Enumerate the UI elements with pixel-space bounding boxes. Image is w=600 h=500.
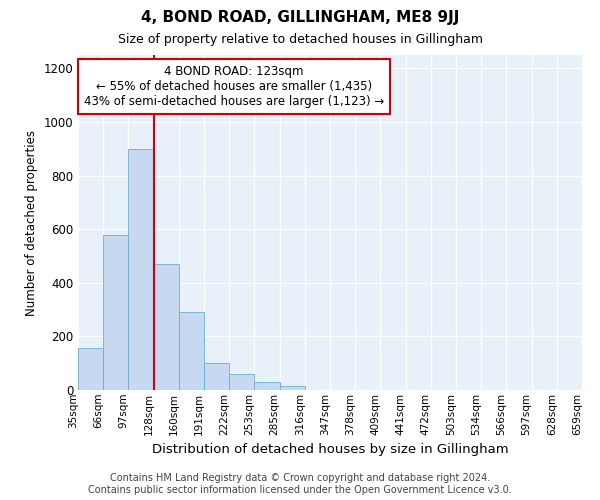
Bar	[154, 264, 179, 390]
Text: Size of property relative to detached houses in Gillingham: Size of property relative to detached ho…	[118, 32, 482, 46]
Text: Contains HM Land Registry data © Crown copyright and database right 2024.
Contai: Contains HM Land Registry data © Crown c…	[88, 474, 512, 495]
Text: 4 BOND ROAD: 123sqm
← 55% of detached houses are smaller (1,435)
43% of semi-det: 4 BOND ROAD: 123sqm ← 55% of detached ho…	[84, 65, 385, 108]
X-axis label: Distribution of detached houses by size in Gillingham: Distribution of detached houses by size …	[152, 443, 508, 456]
Bar	[78, 348, 103, 390]
Bar	[204, 363, 229, 390]
Y-axis label: Number of detached properties: Number of detached properties	[25, 130, 38, 316]
Bar	[179, 312, 204, 390]
Bar	[128, 149, 154, 390]
Bar	[280, 386, 305, 390]
Text: 4, BOND ROAD, GILLINGHAM, ME8 9JJ: 4, BOND ROAD, GILLINGHAM, ME8 9JJ	[141, 10, 459, 25]
Bar	[229, 374, 254, 390]
Bar	[254, 382, 280, 390]
Bar	[103, 234, 128, 390]
